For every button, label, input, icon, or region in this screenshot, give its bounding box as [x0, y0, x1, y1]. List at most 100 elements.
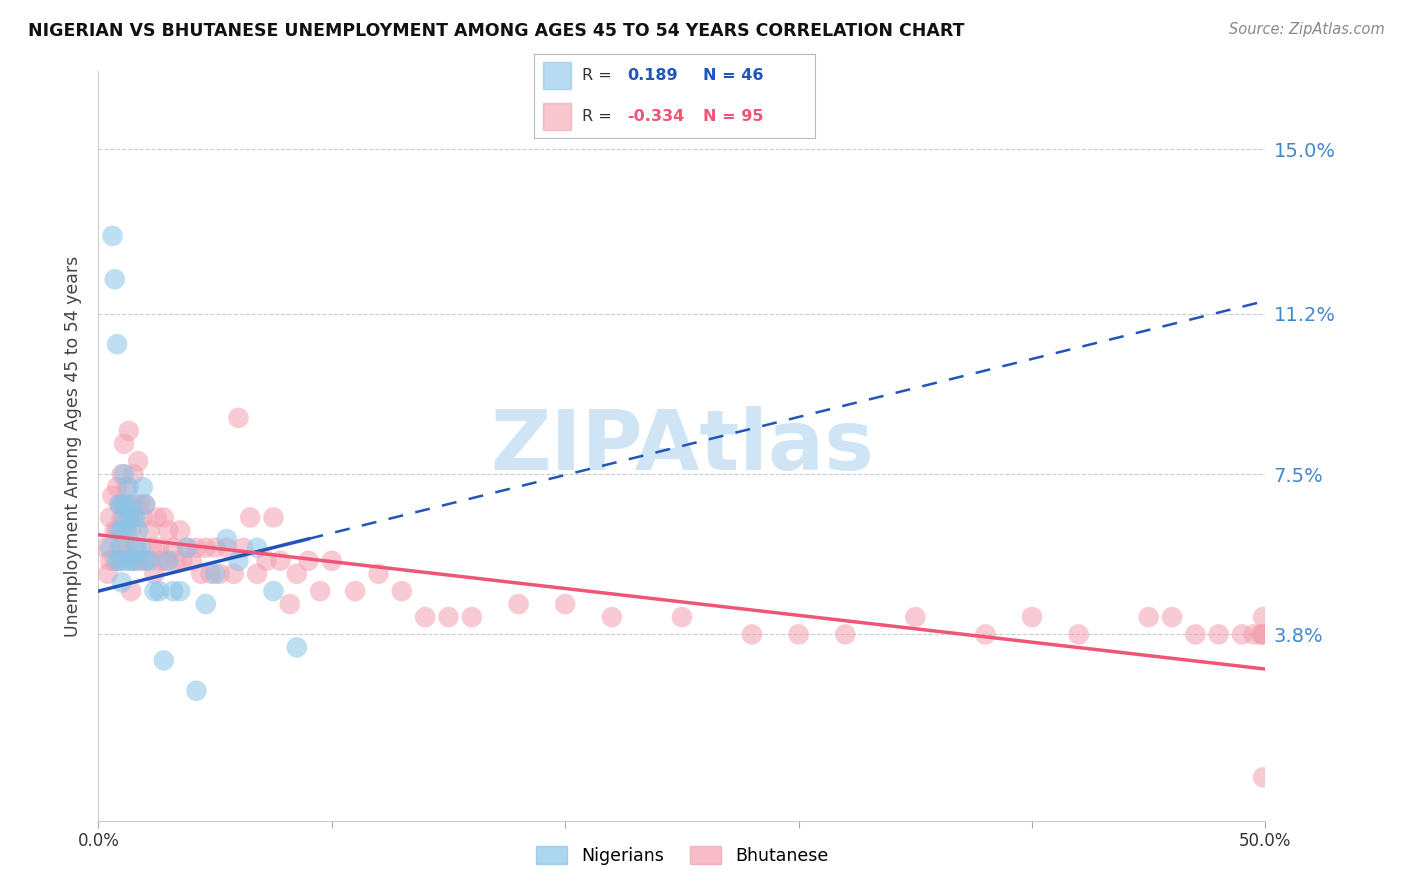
- Point: [118, 424, 141, 438]
- Point: [111, 524, 134, 538]
- Point: [139, 554, 162, 568]
- Point: [1250, 627, 1272, 641]
- Point: [262, 584, 284, 599]
- Point: [141, 541, 163, 555]
- Point: [98, 541, 121, 555]
- Point: [285, 640, 308, 655]
- Point: [157, 554, 180, 568]
- Point: [321, 554, 343, 568]
- Point: [132, 480, 155, 494]
- Bar: [543, 62, 571, 89]
- Point: [104, 272, 127, 286]
- Point: [222, 566, 245, 581]
- Point: [461, 610, 484, 624]
- Point: [200, 566, 222, 581]
- Point: [413, 610, 436, 624]
- Point: [215, 532, 238, 546]
- Point: [146, 510, 169, 524]
- Point: [101, 229, 124, 244]
- Point: [1067, 627, 1090, 641]
- Point: [194, 541, 217, 555]
- Point: [115, 524, 138, 538]
- Point: [344, 584, 367, 599]
- Legend: Nigerians, Bhutanese: Nigerians, Bhutanese: [529, 839, 835, 871]
- Point: [1021, 610, 1043, 624]
- Point: [671, 610, 693, 624]
- Point: [105, 524, 128, 538]
- Point: [1161, 610, 1184, 624]
- Point: [186, 541, 208, 555]
- Text: Source: ZipAtlas.com: Source: ZipAtlas.com: [1229, 22, 1385, 37]
- Point: [108, 554, 131, 568]
- Point: [169, 524, 191, 538]
- Point: [554, 597, 576, 611]
- Point: [246, 541, 269, 555]
- Point: [239, 510, 262, 524]
- Point: [190, 566, 212, 581]
- Text: 0.189: 0.189: [627, 68, 678, 83]
- Point: [129, 498, 152, 512]
- Y-axis label: Unemployment Among Ages 45 to 54 years: Unemployment Among Ages 45 to 54 years: [65, 255, 83, 637]
- Point: [108, 524, 131, 538]
- Point: [904, 610, 927, 624]
- Point: [120, 498, 142, 512]
- Text: R =: R =: [582, 109, 612, 124]
- Point: [215, 541, 238, 555]
- Point: [104, 524, 127, 538]
- Point: [129, 541, 152, 555]
- Point: [1251, 627, 1274, 641]
- Point: [262, 510, 284, 524]
- Point: [122, 510, 145, 524]
- Point: [148, 584, 170, 599]
- Point: [228, 410, 250, 425]
- Point: [1251, 610, 1274, 624]
- Point: [297, 554, 319, 568]
- Point: [278, 597, 301, 611]
- Point: [232, 541, 254, 555]
- Point: [115, 541, 138, 555]
- Point: [285, 566, 308, 581]
- Point: [148, 541, 170, 555]
- Point: [143, 584, 166, 599]
- Point: [122, 554, 145, 568]
- Point: [101, 489, 124, 503]
- Point: [94, 541, 117, 555]
- Point: [1230, 627, 1253, 641]
- Point: [129, 554, 152, 568]
- Point: [1184, 627, 1206, 641]
- Point: [112, 498, 135, 512]
- Point: [120, 524, 142, 538]
- Point: [111, 554, 134, 568]
- Point: [127, 524, 149, 538]
- Point: [208, 566, 231, 581]
- Point: [118, 510, 141, 524]
- Point: [1208, 627, 1230, 641]
- Point: [204, 541, 226, 555]
- Point: [974, 627, 997, 641]
- Point: [134, 498, 156, 512]
- Point: [115, 498, 138, 512]
- Point: [367, 566, 389, 581]
- Point: [186, 683, 208, 698]
- Point: [125, 541, 148, 555]
- Point: [162, 584, 184, 599]
- Point: [127, 454, 149, 468]
- Point: [112, 510, 135, 524]
- Point: [157, 524, 180, 538]
- Point: [437, 610, 460, 624]
- Point: [152, 510, 174, 524]
- Point: [108, 498, 131, 512]
- Point: [150, 554, 173, 568]
- Point: [169, 584, 191, 599]
- Point: [1251, 770, 1274, 784]
- Point: [136, 554, 159, 568]
- Point: [194, 597, 217, 611]
- Point: [105, 480, 128, 494]
- Point: [139, 524, 162, 538]
- Text: NIGERIAN VS BHUTANESE UNEMPLOYMENT AMONG AGES 45 TO 54 YEARS CORRELATION CHART: NIGERIAN VS BHUTANESE UNEMPLOYMENT AMONG…: [28, 22, 965, 40]
- Point: [125, 498, 148, 512]
- Point: [125, 510, 148, 524]
- Point: [111, 510, 134, 524]
- Point: [1243, 627, 1265, 641]
- Point: [1137, 610, 1160, 624]
